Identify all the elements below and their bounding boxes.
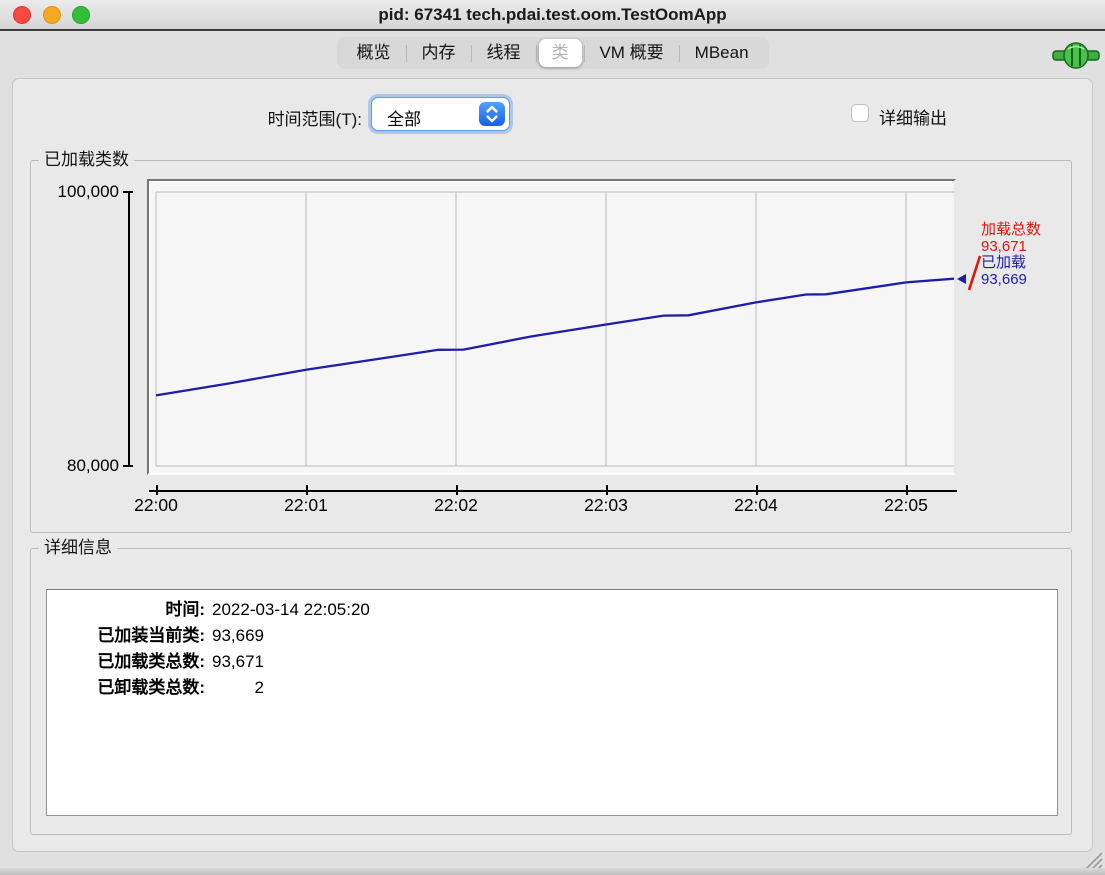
- x-axis: [149, 490, 957, 492]
- zoom-button[interactable]: [72, 6, 90, 24]
- detail-label: 时间:: [165, 600, 205, 619]
- tab-divider: [405, 44, 407, 62]
- current-value-marker-icon: [957, 274, 966, 284]
- detail-value: 93,669: [212, 626, 264, 645]
- detail-row: 已加装当前类: 93,669: [47, 623, 1057, 649]
- window-bottom-edge: [0, 868, 1105, 875]
- tab-divider: [535, 44, 537, 62]
- y-axis: [128, 192, 130, 466]
- y-axis-label-top: 100,000: [57, 182, 119, 201]
- legend-name: 加载总数: [981, 221, 1042, 238]
- tab-mbean[interactable]: MBean: [694, 43, 749, 62]
- tab-divider: [583, 44, 585, 62]
- chart-line-canvas: [155, 191, 954, 467]
- details-group-title: 详细信息: [39, 538, 117, 558]
- loaded-classes-chart-group: 已加载类数 100,000 80,000 22:00 22:01 22:02 22:0…: [30, 150, 1072, 533]
- detail-value: 93,671: [212, 652, 264, 671]
- tab-overview[interactable]: 概览: [356, 43, 391, 62]
- close-button[interactable]: [13, 6, 31, 24]
- chart-group-title: 已加载类数: [39, 150, 134, 170]
- tab-vm-summary[interactable]: VM 概要: [599, 43, 664, 62]
- y-tick: [123, 191, 133, 193]
- window-title: pid: 67341 tech.pdai.test.oom.TestOomApp: [378, 5, 727, 24]
- connected-plug-icon: [1052, 42, 1100, 69]
- select-chevrons-icon: [479, 102, 505, 126]
- x-axis-label: 22:04: [734, 495, 778, 515]
- legend-name: 已加载: [981, 254, 1027, 271]
- tab-divider: [470, 44, 472, 62]
- detail-row: 时间: 2022-03-14 22:05:20: [47, 597, 1057, 623]
- detail-value: 2: [254, 678, 264, 697]
- x-tick: [156, 485, 158, 495]
- detail-row: 已卸载类总数: 2: [47, 675, 1057, 701]
- verbose-output-checkbox[interactable]: [851, 104, 869, 122]
- tab-bar: 概览 内存 线程类 VM 概要 MBean: [336, 37, 769, 69]
- chart-plot-area: [147, 179, 956, 475]
- y-axis-label-bottom: 80,000: [67, 456, 119, 475]
- x-axis-label: 22:01: [284, 495, 328, 515]
- resize-grip[interactable]: [1080, 847, 1103, 870]
- y-tick: [123, 465, 133, 467]
- total-marker-icon: [967, 255, 982, 291]
- x-axis-label: 22:03: [584, 495, 628, 515]
- x-tick: [606, 485, 608, 495]
- x-axis-label: 22:02: [434, 495, 478, 515]
- legend-value: 93,669: [981, 270, 1027, 288]
- tab-threads[interactable]: 线程: [486, 43, 521, 62]
- detail-value: 2022-03-14 22:05:20: [212, 600, 370, 619]
- tab-classes[interactable]: 类: [538, 39, 582, 67]
- minimize-button[interactable]: [43, 6, 61, 24]
- tab-divider: [678, 44, 680, 62]
- chart-legend: 加载总数 93,671 已加载 93,669: [981, 221, 1042, 288]
- time-range-select[interactable]: 全部: [371, 97, 510, 131]
- x-axis-label: 22:00: [134, 495, 178, 515]
- x-tick: [756, 485, 758, 495]
- time-range-selected-value: 全部: [387, 110, 421, 129]
- detail-label: 已卸载类总数:: [97, 678, 205, 697]
- detail-label: 已加载类总数:: [97, 652, 205, 671]
- titlebar: pid: 67341 tech.pdai.test.oom.TestOomApp: [0, 0, 1105, 31]
- verbose-output-label: 详细输出: [879, 109, 947, 128]
- x-tick: [456, 485, 458, 495]
- detail-label: 已加装当前类:: [97, 626, 205, 645]
- details-text-area[interactable]: 时间: 2022-03-14 22:05:20 已加装当前类: 93,669 已加载类总…: [46, 589, 1058, 816]
- details-group: 详细信息 时间: 2022-03-14 22:05:20 已加装当前类: 93,669…: [30, 538, 1072, 835]
- tab-memory[interactable]: 内存: [421, 43, 456, 62]
- detail-row: 已加载类总数: 93,671: [47, 649, 1057, 675]
- x-axis-label: 22:05: [884, 495, 928, 515]
- legend-value: 93,671: [981, 237, 1027, 255]
- x-tick: [306, 485, 308, 495]
- x-tick: [906, 485, 908, 495]
- time-range-label: 时间范围(T):: [267, 110, 362, 129]
